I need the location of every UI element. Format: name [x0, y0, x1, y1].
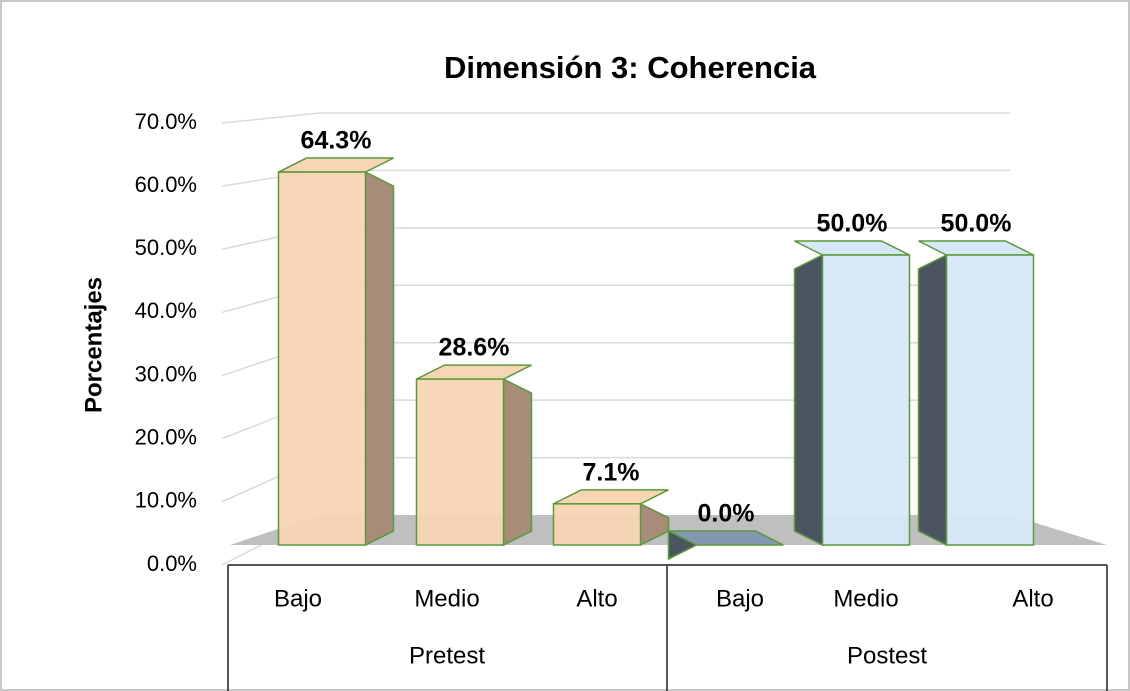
y-tick-label: 50.0%: [135, 235, 197, 260]
value-label: 50.0%: [941, 210, 1012, 238]
y-tick-label: 20.0%: [135, 425, 197, 450]
y-tick-label: 10.0%: [135, 488, 197, 513]
group-label: Pretest: [409, 642, 485, 669]
x-tick-label: Alto: [1012, 585, 1053, 612]
bar: [552, 503, 642, 546]
x-tick-label: Medio: [833, 585, 898, 612]
bar-top: [668, 530, 784, 546]
bar-side: [793, 253, 824, 547]
y-axis-label: Porcentajes: [80, 277, 107, 413]
bar: [821, 254, 911, 546]
value-label: 28.6%: [439, 334, 510, 362]
bar: [415, 378, 505, 546]
x-tick-label: Bajo: [274, 585, 322, 612]
y-tick-label: 70.0%: [135, 109, 197, 134]
tick-connector: [221, 112, 321, 124]
value-label: 7.1%: [583, 458, 640, 486]
value-label: 0.0%: [698, 500, 755, 528]
x-tick-label: Alto: [576, 585, 617, 612]
x-tick-label: Bajo: [716, 585, 764, 612]
group-label: Postest: [847, 642, 927, 669]
y-tick-label: 30.0%: [135, 361, 197, 386]
value-label: 50.0%: [817, 210, 888, 238]
y-tick-label: 0.0%: [147, 551, 197, 576]
bar-side: [917, 253, 948, 547]
chart-title: Dimensión 3: Coherencia: [444, 50, 817, 85]
bar-side: [502, 377, 533, 547]
bar-side: [364, 170, 395, 547]
bar: [945, 254, 1035, 546]
y-tick-label: 60.0%: [135, 172, 197, 197]
value-label: 64.3%: [301, 127, 372, 155]
y-tick-label: 40.0%: [135, 298, 197, 323]
bar: [277, 171, 367, 546]
x-tick-label: Medio: [414, 585, 479, 612]
